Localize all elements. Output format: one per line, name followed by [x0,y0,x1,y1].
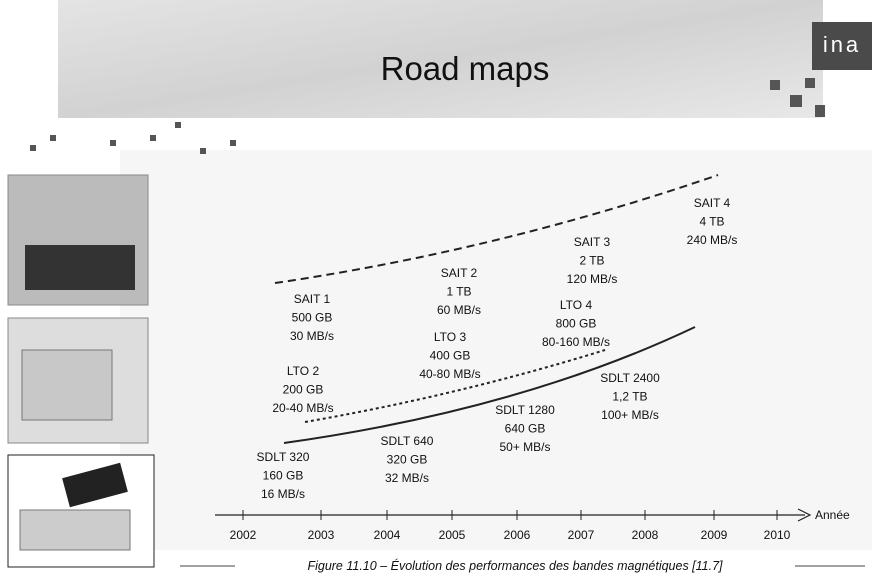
annotation-line: 400 GB [430,349,471,363]
annotation-line: LTO 2 [287,364,320,378]
year-label: 2009 [701,528,728,542]
annotation-line: LTO 3 [434,330,467,344]
product-photos [8,175,154,567]
annotation-line: LTO 4 [560,298,593,312]
annotation-line: SDLT 640 [381,434,434,448]
year-label: 2007 [568,528,595,542]
annotation-line: 20-40 MB/s [272,401,333,415]
annotation-line: 1,2 TB [612,390,647,404]
year-label: 2003 [308,528,335,542]
title: Road maps [381,50,550,87]
year-label: 2005 [439,528,466,542]
annotation-line: 160 GB [263,469,304,483]
annotation-line: 32 MB/s [385,471,429,485]
annotation-line: 200 GB [283,383,324,397]
annotation-line: 60 MB/s [437,303,481,317]
annotation-line: 2 TB [579,254,604,268]
year-label: 2010 [764,528,791,542]
annotation-line: 4 TB [699,215,724,229]
annotation-line: SDLT 1280 [495,403,555,417]
logo: ina [823,32,861,57]
annotation-line: 30 MB/s [290,329,334,343]
annotation-line: SAIT 2 [441,266,478,280]
faint-page [120,150,872,550]
annotation-line: SDLT 2400 [600,371,660,385]
year-label: 2008 [632,528,659,542]
annotation-line: 320 GB [387,453,428,467]
annotation-line: 1 TB [446,285,471,299]
year-label: 2002 [230,528,257,542]
annotation-line: SAIT 4 [694,196,731,210]
annotation-line: 500 GB [292,311,333,325]
caption: Figure 11.10 – Évolution des performance… [307,558,723,573]
annotation-line: SAIT 1 [294,292,331,306]
annotation-line: 50+ MB/s [499,440,550,454]
annotation-line: 16 MB/s [261,487,305,501]
annotation-line: SDLT 320 [257,450,310,464]
annotation-line: 40-80 MB/s [419,367,480,381]
year-label: 2006 [504,528,531,542]
annotation-line: 800 GB [556,317,597,331]
annotation-line: 640 GB [505,422,546,436]
slide: Road maps ina Année Figure 11.10 – Évolu… [0,0,872,576]
axis-label: Année [815,508,850,522]
annotation-line: 120 MB/s [567,272,618,286]
year-label: 2004 [374,528,401,542]
annotation-line: SAIT 3 [574,235,611,249]
annotation-line: 100+ MB/s [601,408,659,422]
annotation-line: 80-160 MB/s [542,335,610,349]
annotation-line: 240 MB/s [687,233,738,247]
